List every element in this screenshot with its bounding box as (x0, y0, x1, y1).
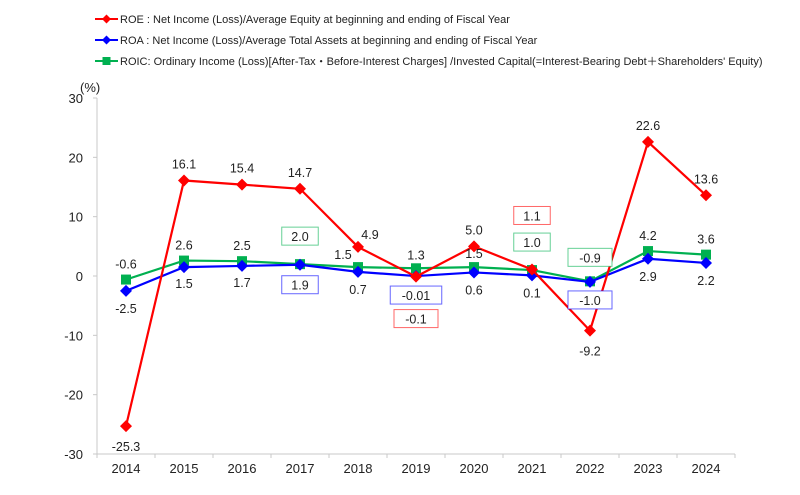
marker-roic (701, 249, 711, 260)
data-label-roic: 1.5 (334, 248, 351, 262)
marker-roa (236, 259, 248, 272)
marker-roic (121, 274, 131, 285)
x-tick-label: 2023 (634, 461, 663, 476)
data-label-roe: -0.1 (405, 313, 427, 327)
y-axis-label: (%) (80, 80, 100, 95)
data-label-box (281, 226, 319, 246)
x-tick-label: 2020 (460, 461, 489, 476)
marker-roe (468, 240, 480, 253)
marker-roa (642, 252, 654, 265)
data-label-roe: 5.0 (465, 223, 482, 237)
marker-roic (411, 263, 421, 274)
data-label-roe: 13.6 (694, 172, 718, 186)
marker-roe (700, 189, 712, 202)
legend: ROE : Net Income (Loss)/Average Equity a… (95, 14, 763, 68)
marker-roa (700, 256, 712, 269)
data-labels: -25.3 16.1 15.4 14.7 4.9 -0.1 5.0 1.1 -9.2 22.6 13… (112, 119, 718, 454)
marker-roe (294, 182, 306, 195)
data-label-roic: 3.6 (697, 233, 714, 247)
marker-roic (179, 255, 189, 266)
data-label-roic: 2.5 (233, 239, 250, 253)
x-tick-label: 2014 (112, 461, 141, 476)
data-label-roic: 1.5 (465, 247, 482, 261)
x-tick-label: 2022 (576, 461, 605, 476)
data-label-roe: -9.2 (579, 345, 601, 359)
y-tick-label: 10 (69, 210, 83, 225)
marker-roe (236, 178, 248, 191)
data-label-box (513, 232, 551, 252)
data-label-roe: 1.1 (523, 209, 540, 223)
data-label-roic: 1.0 (523, 236, 540, 250)
data-label-roic: -0.6 (115, 258, 137, 272)
x-tick-label: 2016 (228, 461, 257, 476)
data-label-roic: 2.0 (291, 230, 308, 244)
data-label-roa: -0.01 (402, 289, 431, 303)
data-label-box (567, 290, 613, 310)
y-tick-label: 20 (69, 150, 83, 165)
data-label-roa: 2.9 (639, 270, 656, 284)
marker-roe (526, 263, 538, 276)
data-label-box (281, 275, 319, 295)
marker-roe (178, 174, 190, 187)
marker-roe (410, 270, 422, 283)
legend-entry-roe: ROE : Net Income (Loss)/Average Equity a… (120, 14, 510, 26)
y-tick-label: 30 (69, 91, 83, 106)
data-label-box (567, 247, 613, 267)
data-label-roe: 22.6 (636, 119, 660, 133)
y-tick-label: -20 (64, 388, 83, 403)
data-label-roic: 2.6 (175, 239, 192, 253)
data-label-roa: 1.9 (291, 279, 308, 293)
legend-marker-roa (102, 35, 111, 45)
marker-roa (352, 265, 364, 278)
data-label-roa: -1.0 (579, 294, 601, 308)
y-tick-label: -30 (64, 447, 83, 462)
x-tick-label: 2019 (402, 461, 431, 476)
data-label-roa: 0.7 (349, 283, 366, 297)
data-label-roa: 0.1 (523, 286, 540, 300)
y-tick-label: 0 (76, 269, 83, 284)
x-tick-label: 2024 (692, 461, 721, 476)
marker-roa (294, 258, 306, 271)
data-label-box (389, 285, 443, 305)
marker-roa (178, 261, 190, 274)
data-label-roe: 14.7 (288, 166, 312, 180)
x-tick-label: 2017 (286, 461, 315, 476)
y-tick-label: -10 (64, 328, 83, 343)
x-tick-label: 2021 (518, 461, 547, 476)
data-label-roa: -2.5 (115, 302, 137, 316)
data-label-roa: 0.6 (465, 283, 482, 297)
marker-roe (352, 240, 364, 253)
series-lines (120, 135, 712, 433)
data-label-roic: 1.3 (407, 248, 424, 262)
data-label-roe: 4.9 (361, 228, 378, 242)
data-label-roe: 16.1 (172, 157, 196, 171)
marker-roa (584, 275, 596, 288)
series-line-roe (124, 139, 707, 427)
marker-roa (120, 284, 132, 297)
data-label-roa: 1.7 (233, 276, 250, 290)
marker-roe (642, 135, 654, 148)
marker-roe (584, 324, 596, 337)
legend-entry-roa: ROA : Net Income (Loss)/Average Total As… (120, 35, 538, 47)
x-tick-label: 2018 (344, 461, 373, 476)
data-label-roe: -25.3 (112, 440, 141, 454)
marker-roa (468, 266, 480, 279)
data-label-roa: 2.2 (697, 274, 714, 288)
data-label-roic: 4.2 (639, 229, 656, 243)
data-label-box (513, 205, 551, 225)
marker-roe (120, 420, 132, 433)
marker-roic (643, 246, 653, 257)
x-tick-label: 2015 (170, 461, 199, 476)
axes: 30 20 10 0 -10 -20 -30 2014 2015 2016 2017 2018 2019… (64, 91, 736, 476)
legend-marker-roe (102, 14, 111, 24)
data-label-roa: 1.5 (175, 277, 192, 291)
data-label-box (393, 309, 439, 329)
legend-marker-roic (102, 57, 111, 65)
data-label-roic: -0.9 (579, 251, 601, 265)
data-label-roe: 15.4 (230, 162, 254, 176)
legend-entry-roic: ROIC: Ordinary Income (Loss)[After-Tax・B… (120, 56, 763, 68)
